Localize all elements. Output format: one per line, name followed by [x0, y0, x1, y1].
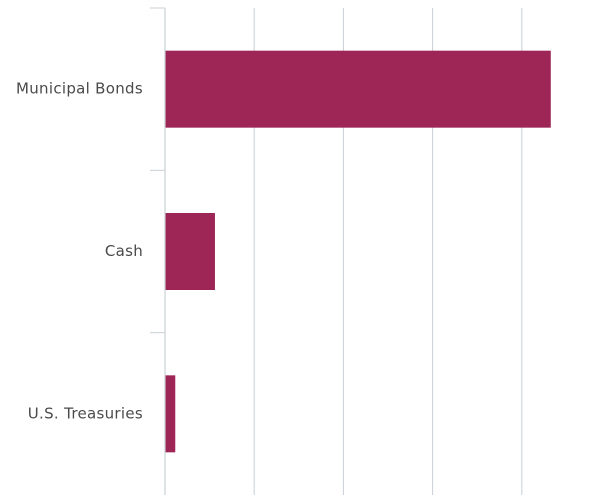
bar-municipal-bonds — [165, 50, 551, 128]
bars — [165, 50, 551, 453]
bar-u-s-treasuries — [165, 375, 176, 453]
category-label-cash: Cash — [105, 242, 143, 260]
category-labels: Municipal Bonds Cash U.S. Treasuries — [16, 80, 143, 423]
category-label-u-s-treasuries: U.S. Treasuries — [28, 404, 143, 422]
bar-cash — [165, 213, 215, 290]
category-label-municipal-bonds: Municipal Bonds — [16, 80, 143, 98]
category-ticks — [150, 7, 165, 334]
